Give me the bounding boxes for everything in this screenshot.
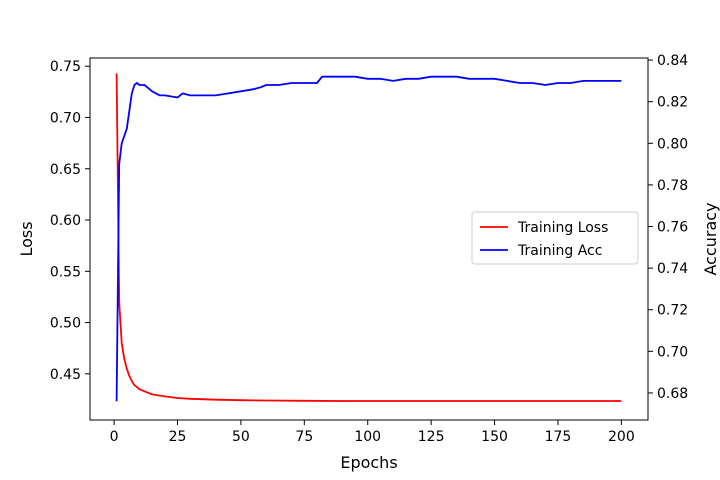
x-tick-label: 200 (608, 429, 635, 445)
left-y-tick-label: 0.70 (50, 110, 81, 126)
right-y-tick-label: 0.78 (657, 178, 688, 194)
right-y-tick-label: 0.82 (657, 95, 688, 111)
legend: Training Loss Training Acc (471, 211, 639, 265)
x-tick-label: 0 (110, 429, 119, 445)
legend-label: Training Loss (517, 220, 608, 236)
left-y-axis: 0.45 0.50 0.55 0.60 0.65 0.70 0.75 (50, 59, 90, 383)
legend-label: Training Acc (517, 243, 602, 259)
series-line-training-acc (115, 75, 622, 402)
left-y-tick-label: 0.50 (50, 316, 81, 332)
x-tick-label: 25 (169, 429, 187, 445)
x-tick-label: 125 (418, 429, 445, 445)
right-y-tick-label: 0.68 (657, 386, 688, 402)
right-y-tick-label: 0.70 (657, 344, 688, 360)
right-y-axis-label: Accuracy (701, 202, 720, 275)
left-y-axis-label: Loss (17, 221, 36, 256)
plot-frame (89, 57, 649, 421)
right-y-tick-label: 0.80 (657, 136, 688, 152)
x-axis-label: Epochs (340, 453, 397, 472)
series-layer (115, 73, 622, 402)
right-y-tick-label: 0.84 (657, 53, 688, 69)
left-y-tick-label: 0.45 (50, 367, 81, 383)
right-y-tick-label: 0.72 (657, 303, 688, 319)
x-tick-label: 75 (295, 429, 313, 445)
left-y-tick-label: 0.65 (50, 162, 81, 178)
left-y-tick-label: 0.60 (50, 213, 81, 229)
x-axis: 0 25 50 75 100 125 150 175 200 (110, 420, 635, 445)
legend-box (471, 211, 639, 265)
right-y-axis: 0.68 0.70 0.72 0.74 0.76 0.78 0.80 0.82 0.84 (648, 53, 688, 402)
series-line-training-loss (115, 73, 622, 402)
right-y-tick-label: 0.76 (657, 220, 688, 236)
x-tick-label: 100 (354, 429, 381, 445)
x-tick-label: 150 (481, 429, 508, 445)
x-tick-label: 175 (545, 429, 572, 445)
right-y-tick-label: 0.74 (657, 261, 688, 277)
left-y-tick-label: 0.75 (50, 59, 81, 75)
x-tick-label: 50 (232, 429, 250, 445)
plot-area (89, 57, 649, 421)
left-y-tick-label: 0.55 (50, 264, 81, 280)
